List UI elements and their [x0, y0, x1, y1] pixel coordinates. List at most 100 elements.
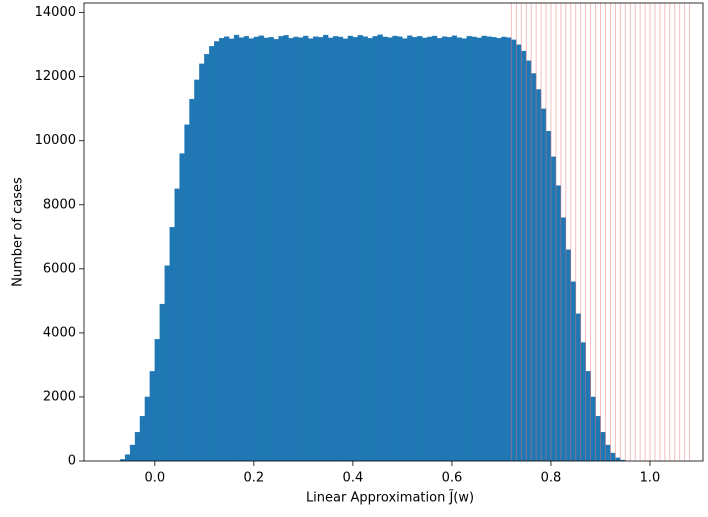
bar — [134, 432, 141, 462]
bar — [337, 36, 344, 462]
bar — [184, 124, 190, 462]
bar — [159, 303, 165, 462]
bar — [545, 130, 552, 462]
bar — [263, 37, 269, 462]
bar — [521, 50, 527, 462]
x-tick-label: 0.4 — [343, 471, 364, 486]
bar — [268, 37, 274, 462]
bar — [417, 36, 423, 462]
bar — [585, 371, 591, 462]
bar — [189, 98, 195, 462]
bar — [506, 37, 512, 462]
bar — [214, 41, 220, 462]
x-tick-label: 0.2 — [244, 471, 265, 486]
bar — [427, 36, 433, 462]
bar — [352, 37, 358, 462]
bar — [332, 36, 339, 462]
bar — [308, 38, 314, 462]
bar — [342, 38, 349, 462]
bar — [476, 37, 482, 462]
bar — [540, 108, 547, 462]
bar — [243, 36, 250, 462]
bar — [471, 36, 477, 462]
bar — [605, 444, 611, 462]
bar — [466, 36, 472, 462]
y-axis-label: Number of cases — [11, 177, 26, 287]
bar — [318, 37, 324, 462]
bar — [238, 37, 245, 462]
x-tick-label: 0.6 — [442, 471, 463, 486]
y-tick-label: 8000 — [43, 197, 76, 212]
bar — [362, 36, 368, 462]
bar — [253, 36, 259, 462]
bar — [129, 444, 136, 462]
bar — [451, 35, 458, 462]
bar — [298, 37, 304, 462]
bar — [288, 38, 294, 462]
bar — [323, 34, 329, 462]
bar — [436, 38, 443, 462]
bar — [441, 36, 448, 462]
plot-frame — [83, 2, 704, 462]
bar — [431, 35, 438, 462]
bar — [169, 227, 175, 462]
bar — [179, 153, 185, 462]
bar — [219, 38, 225, 462]
bar — [327, 37, 334, 462]
bar — [412, 37, 418, 462]
bar — [194, 79, 200, 462]
bar — [575, 313, 581, 462]
bar — [149, 371, 155, 462]
bar — [570, 281, 576, 462]
bar — [560, 217, 566, 462]
bar — [139, 416, 146, 462]
bar — [144, 396, 151, 462]
y-tick-label: 2000 — [43, 389, 76, 404]
y-tick-label: 4000 — [43, 325, 76, 340]
bar — [402, 38, 408, 462]
bar — [615, 457, 621, 462]
bar — [209, 46, 215, 462]
bar — [258, 35, 264, 462]
bar — [204, 54, 210, 462]
y-tick-label: 6000 — [43, 261, 76, 276]
y-tick-label: 10000 — [35, 133, 76, 148]
bar — [501, 36, 507, 462]
bar — [377, 34, 383, 462]
bar — [481, 35, 487, 462]
bar — [313, 36, 319, 462]
bar — [446, 37, 453, 462]
bar — [535, 89, 542, 462]
bar — [278, 36, 284, 462]
bar — [595, 416, 601, 462]
bar — [199, 63, 205, 462]
bar — [407, 35, 413, 462]
bar — [531, 73, 537, 462]
bar — [486, 36, 492, 462]
bar — [164, 265, 170, 462]
y-tick-label: 0 — [68, 454, 76, 469]
y-tick-label: 14000 — [35, 5, 76, 20]
bar — [228, 38, 235, 462]
bar — [397, 36, 403, 462]
bar — [511, 39, 517, 462]
bar — [580, 342, 586, 462]
bar — [233, 34, 240, 462]
bar — [461, 38, 467, 462]
bar — [357, 35, 363, 462]
bar — [565, 249, 571, 462]
bar — [273, 39, 279, 462]
bar — [372, 36, 378, 462]
bar — [283, 35, 289, 462]
x-axis-label: Linear Approximation J̃(w) — [306, 490, 474, 505]
bar — [526, 60, 532, 462]
x-tick-label: 0.8 — [541, 471, 562, 486]
bar — [422, 37, 428, 462]
bar — [610, 452, 616, 462]
bar — [590, 396, 596, 462]
x-tick-label: 1.0 — [640, 471, 661, 486]
bar — [174, 188, 180, 462]
x-tick-label: 0.0 — [144, 471, 165, 486]
